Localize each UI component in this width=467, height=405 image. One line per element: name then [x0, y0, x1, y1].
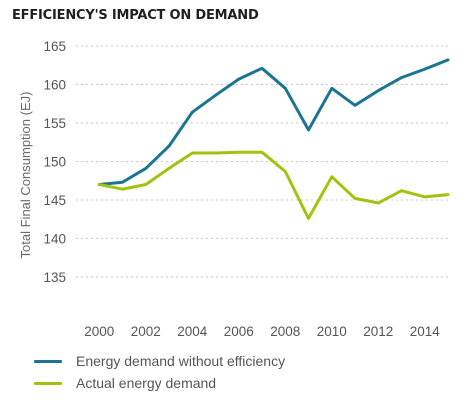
y-tick-label: 165: [43, 39, 66, 54]
x-tick-label: 2010: [317, 324, 347, 339]
legend-swatch: [34, 381, 62, 385]
y-tick-label: 150: [43, 154, 66, 169]
legend-item-without-efficiency: Energy demand without efficiency: [34, 350, 285, 372]
grid-lines: [76, 45, 448, 278]
x-tick-label: 2014: [410, 324, 441, 339]
y-tick-label: 160: [43, 77, 66, 92]
legend-item-actual: Actual energy demand: [34, 372, 285, 394]
legend-label: Energy demand without efficiency: [76, 353, 286, 369]
x-tick-label: 2006: [224, 324, 254, 339]
series-line-1: [97, 150, 450, 220]
series-lines: [97, 58, 450, 220]
y-axis-label: Total Final Consumption (EJ): [18, 92, 33, 259]
x-tick-label: 2002: [131, 324, 161, 339]
y-tick-label: 145: [43, 193, 66, 208]
y-tick-label: 155: [43, 116, 66, 131]
legend-swatch: [34, 359, 62, 363]
x-tick-label: 2000: [84, 324, 114, 339]
x-tick-label: 2008: [270, 324, 300, 339]
legend: Energy demand without efficiency Actual …: [34, 350, 285, 394]
x-tick-label: 2012: [363, 324, 393, 339]
x-tick-label: 2004: [177, 324, 208, 339]
legend-label: Actual energy demand: [76, 375, 217, 391]
y-tick-label: 140: [43, 231, 66, 246]
y-tick-labels: 135 140 145 150 155 160 165: [43, 39, 66, 285]
chart-title: EFFICIENCY'S IMPACT ON DEMAND: [12, 8, 259, 23]
x-tick-labels: 2000 2002 2004 2006 2008 2010 2012 2014: [84, 324, 440, 339]
y-tick-label: 135: [43, 270, 66, 285]
series-line-0: [97, 58, 450, 186]
